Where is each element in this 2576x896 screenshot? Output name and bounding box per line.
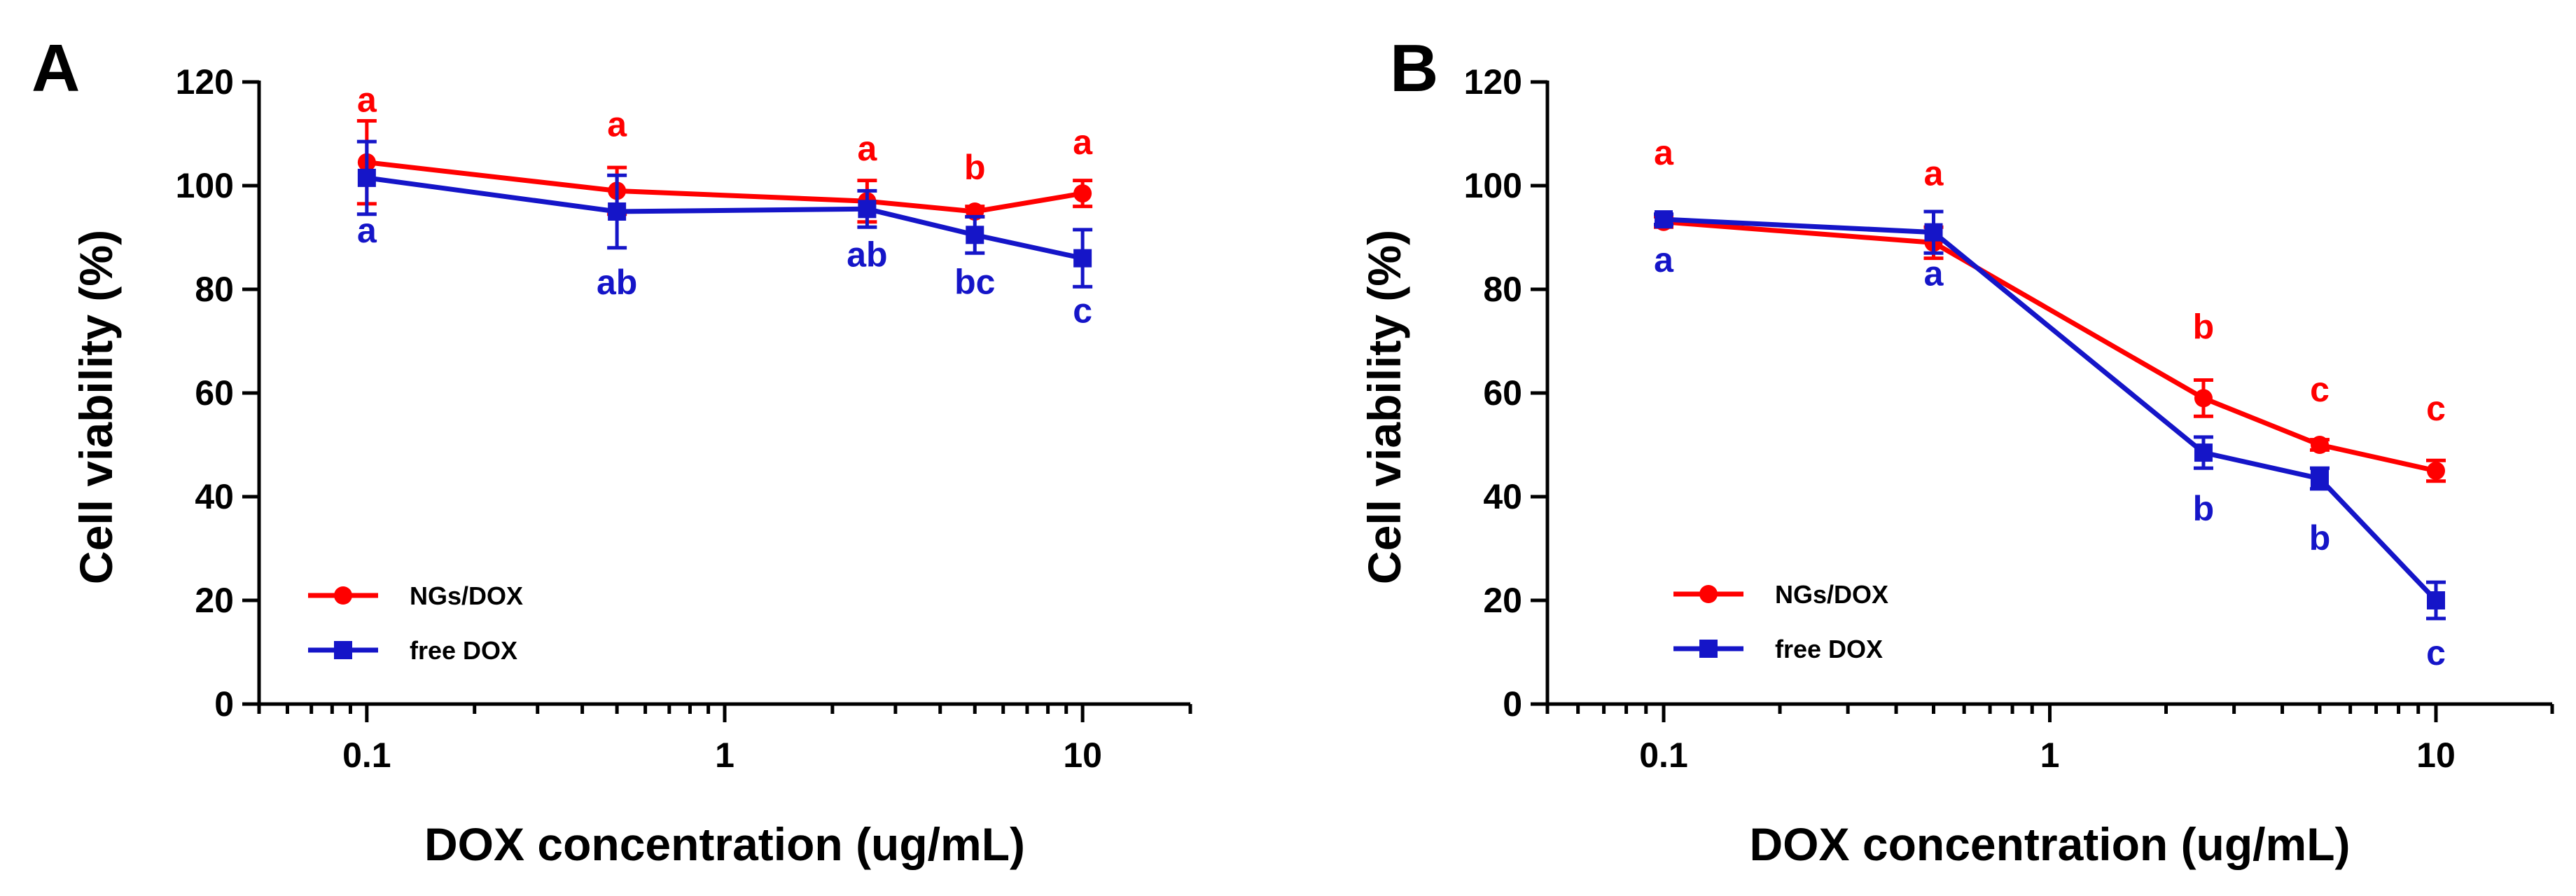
- y-axis-title: Cell viability (%): [1358, 230, 1410, 584]
- data-point: [2426, 462, 2445, 480]
- data-point: [2194, 443, 2213, 462]
- y-axis-title: Cell viability (%): [70, 230, 122, 584]
- significance-label: a: [1924, 254, 1944, 294]
- significance-label: a: [357, 81, 377, 120]
- y-tick-label: 80: [1483, 270, 1522, 309]
- series-free-dox: a ab ab bc c: [356, 139, 1093, 331]
- series-ngs-dox: a a b c c: [1654, 133, 2446, 483]
- legend-label: free DOX: [1775, 635, 1883, 663]
- data-point: [2426, 591, 2445, 609]
- legend-marker: [1699, 640, 1718, 658]
- legend-marker: [334, 586, 352, 605]
- x-tick-label: 0.1: [342, 736, 391, 775]
- significance-label: a: [357, 211, 377, 250]
- series-free-dox: a a b b c: [1654, 209, 2446, 673]
- x-tick-label: 1: [2040, 736, 2060, 775]
- y-tick-label: 120: [1464, 62, 1522, 102]
- chart-panel-b: B 0 20 40 60 80 100 120 0.1 1 10 DOX concentration …: [1358, 31, 2554, 870]
- significance-label: a: [1654, 240, 1674, 280]
- significance-label: c: [2426, 389, 2446, 428]
- y-tick-label: 40: [195, 477, 234, 516]
- series-ngs-dox: a a a b a: [356, 81, 1093, 224]
- y-tick-label: 100: [176, 166, 234, 205]
- significance-label: c: [1073, 291, 1092, 331]
- significance-label: b: [2193, 307, 2215, 346]
- chart-panel-a: A 0 20 40 60 80 100 120 0.1 1 10 DOX concentration …: [32, 31, 1192, 870]
- significance-label: ab: [847, 235, 887, 274]
- legend-marker: [1699, 585, 1718, 603]
- significance-label: a: [607, 104, 627, 144]
- y-tick-label: 20: [195, 581, 234, 620]
- y-tick-label: 80: [195, 270, 234, 309]
- data-point: [858, 200, 877, 219]
- y-tick-label: 0: [214, 684, 234, 724]
- significance-label: c: [2310, 370, 2330, 409]
- x-tick-label: 10: [1063, 736, 1102, 775]
- significance-label: a: [1924, 153, 1944, 193]
- y-tick-label: 0: [1503, 684, 1522, 724]
- data-point: [1073, 249, 1092, 268]
- data-point: [357, 168, 376, 187]
- data-point: [2194, 389, 2213, 408]
- x-tick-label: 10: [2416, 736, 2456, 775]
- y-tick-label: 60: [195, 373, 234, 413]
- x-tick-label: 1: [715, 736, 734, 775]
- y-tick-label: 60: [1483, 373, 1522, 413]
- data-point: [2310, 469, 2329, 488]
- legend-label: free DOX: [410, 636, 517, 665]
- panel-letter: A: [32, 31, 80, 106]
- panel-letter: B: [1390, 31, 1438, 106]
- significance-label: b: [964, 148, 986, 187]
- legend-marker: [334, 641, 352, 659]
- data-point: [2310, 436, 2329, 454]
- y-tick-label: 40: [1483, 477, 1522, 516]
- data-point: [966, 226, 984, 244]
- x-tick-label: 0.1: [1639, 736, 1688, 775]
- data-point: [1655, 210, 1673, 229]
- significance-label: b: [2193, 489, 2215, 528]
- significance-label: a: [857, 129, 877, 168]
- y-tick-label: 120: [176, 62, 234, 102]
- legend: NGs/DOX free DOX: [1673, 580, 1888, 663]
- data-point: [1073, 184, 1092, 203]
- legend-label: NGs/DOX: [410, 581, 523, 610]
- y-tick-label: 100: [1464, 166, 1522, 205]
- significance-label: b: [2309, 518, 2331, 558]
- data-point: [1924, 223, 1943, 242]
- legend: NGs/DOX free DOX: [308, 581, 523, 665]
- x-axis-title: DOX concentration (ug/mL): [1750, 818, 2351, 870]
- y-tick-label: 20: [1483, 581, 1522, 620]
- x-axis-title: DOX concentration (ug/mL): [424, 818, 1025, 870]
- legend-label: NGs/DOX: [1775, 580, 1888, 609]
- significance-label: a: [1073, 123, 1093, 162]
- significance-label: c: [2426, 633, 2446, 673]
- data-point: [608, 202, 627, 221]
- significance-label: bc: [954, 262, 995, 301]
- series-line: [1663, 219, 2437, 474]
- significance-label: a: [1654, 133, 1674, 172]
- significance-label: ab: [597, 263, 637, 302]
